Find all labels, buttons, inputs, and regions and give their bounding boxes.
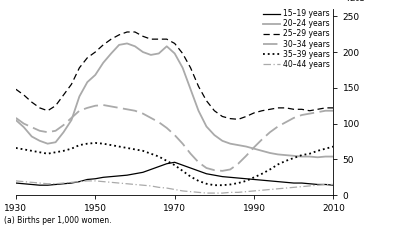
Y-axis label: rate: rate bbox=[347, 0, 365, 3]
Legend: 15–19 years, 20–24 years, 25–29 years, 30–34 years, 35–39 years, 40–44 years: 15–19 years, 20–24 years, 25–29 years, 3… bbox=[260, 6, 333, 72]
Text: (a) Births per 1,000 women.: (a) Births per 1,000 women. bbox=[4, 216, 112, 225]
